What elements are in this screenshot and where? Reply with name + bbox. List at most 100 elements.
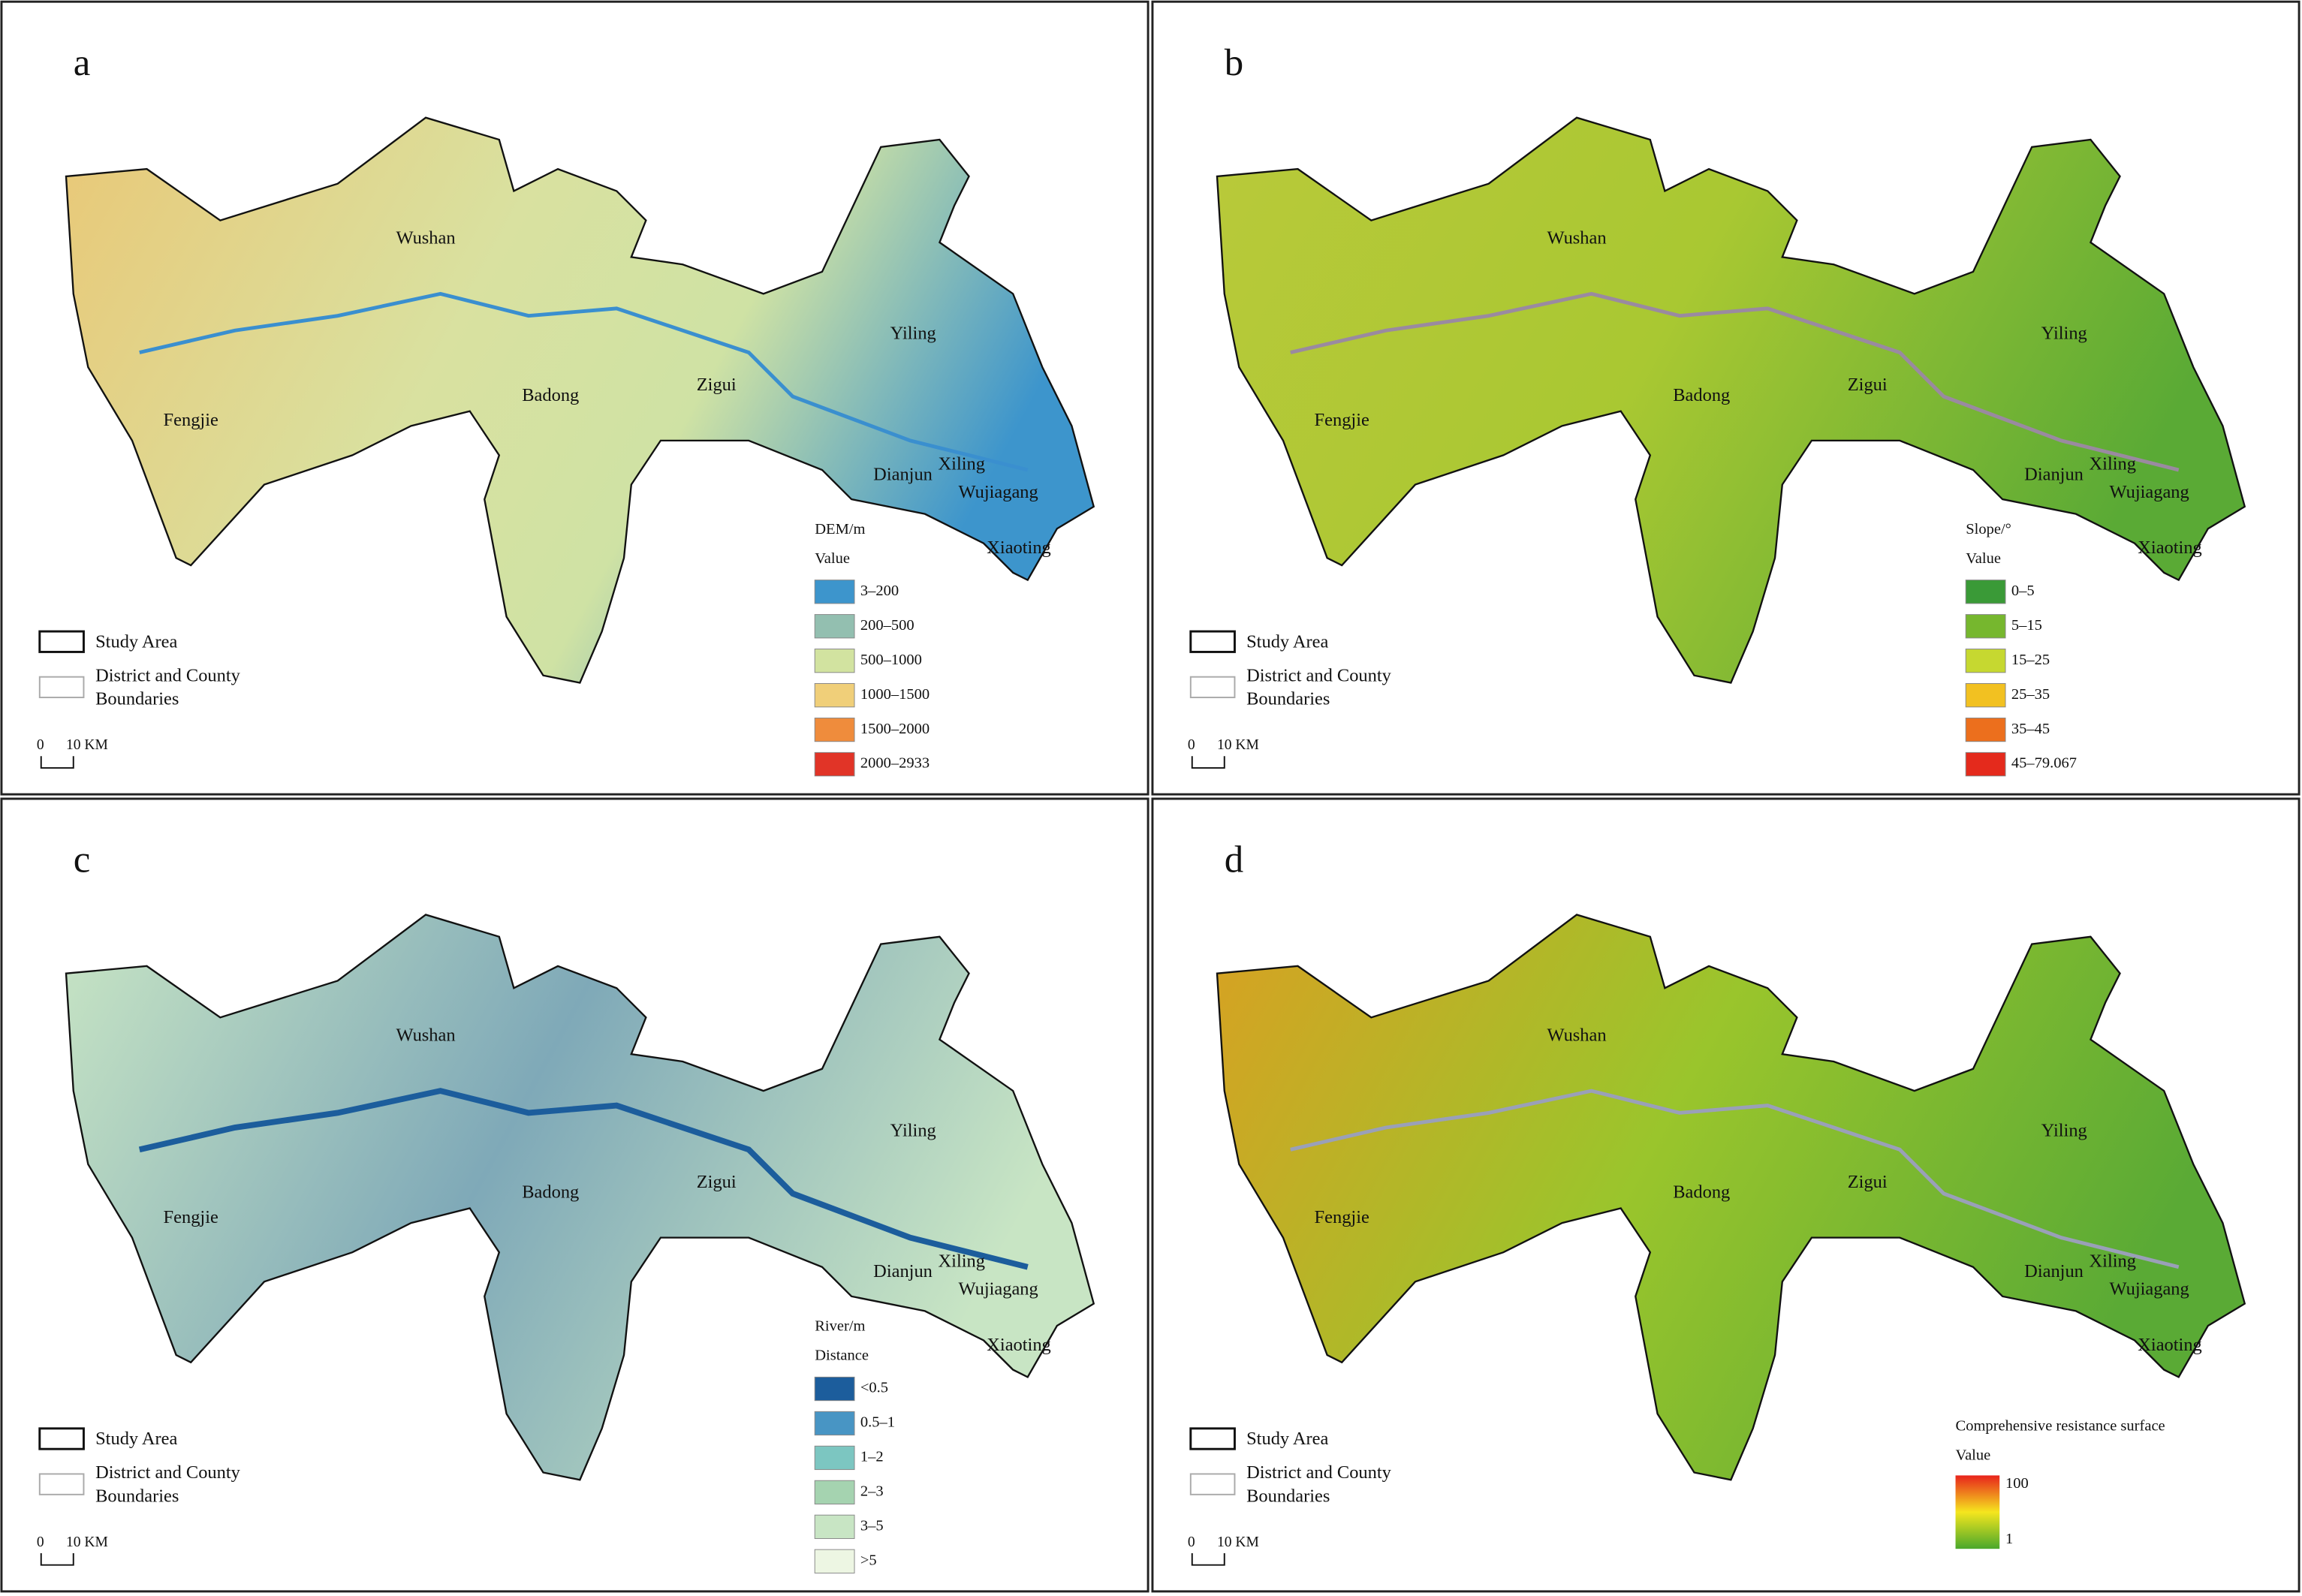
legend-swatch: [814, 1514, 855, 1539]
legend-swatch: [814, 649, 855, 673]
place-label: Xiling: [2090, 454, 2136, 474]
place-label: Fengjie: [1315, 410, 1369, 430]
scale-bar: [40, 1553, 74, 1566]
panel-letter: a: [74, 41, 91, 83]
place-label: Dianjun: [2024, 464, 2084, 484]
study-area-label: Study Area: [1246, 1429, 1328, 1449]
place-label: Fengjie: [164, 1207, 218, 1227]
legend-label: 15–25: [2011, 652, 2050, 668]
legend-label: 2000–2933: [860, 755, 930, 772]
map-panel: b Wushan Yiling Fengjie Badong Zigui Dianjun Xi…: [1151, 0, 2300, 796]
study-area-key: [1189, 1427, 1236, 1450]
scale-label: 0: [1188, 737, 1195, 753]
place-label: Wujiagang: [2110, 482, 2189, 502]
legend-subtitle: Distance: [815, 1348, 869, 1364]
legend-swatch: [814, 751, 855, 777]
place-label: Xiaoting: [987, 1335, 1051, 1355]
legend-label: 1–2: [860, 1449, 884, 1465]
district-label: District and County: [1246, 1462, 1392, 1483]
legend-swatch: [814, 1445, 855, 1471]
legend-swatch: [1965, 682, 2006, 708]
map-panel: a Wushan Yiling Fengjie Badong Zigui Dianjun Xi…: [0, 0, 1149, 796]
place-label: Yiling: [890, 324, 936, 344]
legend-title: Slope/°: [1966, 521, 2011, 538]
legend-title: River/m: [815, 1318, 865, 1335]
map-panel: d Wushan Yiling Fengjie Badong Zigui Dianjun Xi…: [1151, 797, 2300, 1593]
place-label: Wushan: [396, 1025, 455, 1045]
study-area-label: Study Area: [95, 1429, 177, 1449]
study-area-key: [38, 630, 85, 653]
legend-label: 2–3: [860, 1483, 884, 1500]
panel-letter: b: [1225, 41, 1243, 83]
legend-swatch: [814, 1411, 855, 1436]
district-key: [38, 676, 85, 699]
legend-label: 500–1000: [860, 652, 922, 668]
scale-bar: [40, 756, 74, 769]
legend-subtitle: Value: [815, 550, 850, 567]
place-label: Wujiagang: [959, 1279, 1038, 1299]
legend-swatch: [814, 717, 855, 742]
scale-label: 0: [37, 1534, 44, 1550]
district-label: Boundaries: [1246, 1486, 1330, 1506]
place-label: Yiling: [2041, 324, 2087, 344]
study-area-label: Study Area: [1246, 631, 1328, 652]
legend-label: 3–200: [860, 583, 899, 599]
legend-swatch: [1965, 649, 2006, 673]
place-label: Xiaoting: [987, 538, 1051, 558]
legend-max: 100: [2005, 1475, 2029, 1492]
legend-swatch: [1965, 580, 2006, 604]
legend-title: DEM/m: [815, 521, 865, 538]
legend-label: 1500–2000: [860, 721, 930, 737]
place-label: Zigui: [1848, 1172, 1888, 1192]
legend-label: 25–35: [2011, 686, 2050, 703]
place-label: Dianjun: [873, 1261, 933, 1281]
legend-title: Comprehensive resistance surface: [1956, 1418, 2165, 1435]
panel-letter: d: [1225, 839, 1243, 881]
place-label: Xiling: [939, 454, 985, 474]
district-label: District and County: [1246, 665, 1392, 685]
legend-swatch: [814, 614, 855, 639]
legend-swatch: [814, 1480, 855, 1505]
place-label: Wujiagang: [2110, 1279, 2189, 1299]
place-label: Xiaoting: [2138, 538, 2202, 558]
legend-label: 35–45: [2011, 721, 2050, 737]
district-label: Boundaries: [95, 1486, 179, 1506]
district-key: [1189, 1473, 1236, 1495]
district-label: District and County: [95, 1462, 241, 1483]
scale-label: 10 KM: [66, 737, 108, 753]
legend-swatch: [814, 1549, 855, 1573]
place-label: Yiling: [890, 1120, 936, 1140]
legend-swatch: [1965, 751, 2006, 777]
district-label: District and County: [95, 665, 241, 685]
scale-label: 10 KM: [66, 1534, 108, 1550]
place-label: Xiaoting: [2138, 1335, 2202, 1355]
legend-gradient: [1955, 1475, 2000, 1549]
legend-label: 1000–1500: [860, 686, 930, 703]
panel-letter: c: [74, 839, 91, 881]
district-key: [1189, 676, 1236, 699]
scale-bar: [1191, 756, 1225, 769]
place-label: Wushan: [1547, 228, 1606, 248]
place-label: Xiling: [939, 1251, 985, 1271]
legend-label: 200–500: [860, 617, 914, 634]
district-label: Boundaries: [1246, 689, 1330, 709]
place-label: Dianjun: [2024, 1261, 2084, 1281]
place-label: Xiling: [2090, 1251, 2136, 1271]
legend-label: >5: [860, 1552, 877, 1569]
map-panel: c Wushan Yiling Fengjie Badong Zigui Dianjun Xi…: [0, 797, 1149, 1593]
legend-min: 1: [2005, 1531, 2013, 1547]
legend-swatch: [814, 682, 855, 708]
legend-swatch: [814, 1376, 855, 1402]
place-label: Zigui: [697, 1172, 737, 1192]
scale-label: 0: [1188, 1534, 1195, 1550]
legend-subtitle: Value: [1956, 1447, 1991, 1464]
legend-label: 0–5: [2011, 583, 2035, 599]
legend-swatch: [1965, 717, 2006, 742]
legend-subtitle: Value: [1966, 550, 2001, 567]
scale-label: 10 KM: [1217, 737, 1259, 753]
study-area-key: [1189, 630, 1236, 653]
study-area-label: Study Area: [95, 631, 177, 652]
district-label: Boundaries: [95, 689, 179, 709]
place-label: Wushan: [1547, 1025, 1606, 1045]
